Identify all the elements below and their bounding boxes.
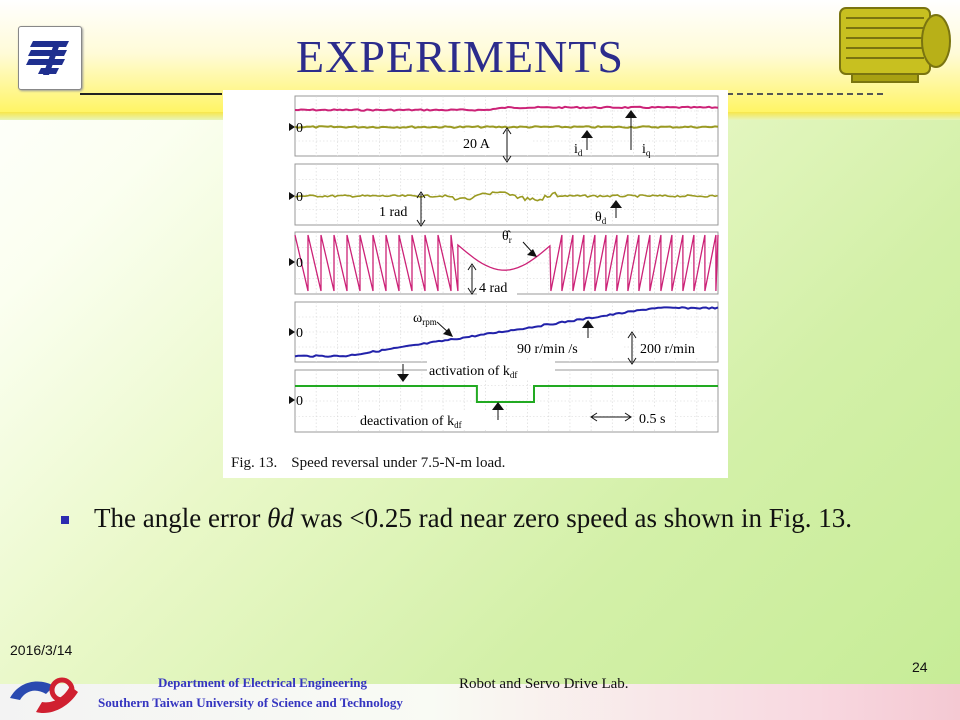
slide-number: 24: [912, 659, 928, 675]
department-name: Department of Electrical Engineering: [158, 675, 368, 690]
zero-marker-kdf: 0: [289, 394, 303, 409]
series-label-iq: iq: [642, 142, 651, 158]
svg-text:0: 0: [296, 256, 303, 271]
zero-marker-currents: 0: [289, 121, 303, 136]
series-label-omega: ωrpm: [413, 311, 437, 327]
scale-label-currents: 20 A: [463, 137, 491, 152]
zero-marker-speed: 0: [289, 326, 303, 341]
scale-label-rotor-angle: 4 rad: [479, 281, 507, 296]
bullet-point: The angle error θd was <0.25 rad near ze…: [94, 503, 853, 533]
lab-name: Robot and Servo Drive Lab.: [459, 676, 629, 692]
trace-theta-d: [294, 191, 718, 202]
trace-kdf: [295, 385, 718, 403]
figure-13: 0 0 0 0 0: [223, 90, 728, 478]
chart-traces: [294, 105, 719, 403]
caption-label: Fig. 13.: [231, 455, 278, 471]
svg-text:0: 0: [296, 394, 303, 409]
series-label-id: id: [574, 142, 583, 158]
zero-marker-angle-error: 0: [289, 190, 303, 205]
footer-band: [0, 684, 960, 720]
svg-text:0: 0: [296, 121, 303, 136]
stust-logo-icon: [26, 41, 69, 75]
scale-label-angle-error: 1 rad: [379, 205, 407, 220]
slope-label-speed: 90 r/min /s: [517, 342, 578, 357]
svg-text:0: 0: [296, 190, 303, 205]
scale-label-speed: 200 r/min: [640, 342, 695, 357]
annotation-activation: activation of kdf: [429, 364, 517, 380]
oscilloscope-chart: 0 0 0 0 0: [289, 95, 719, 433]
trace-iq: [294, 105, 719, 112]
annotation-deactivation: deactivation of kdf: [360, 414, 462, 430]
time-division-label: 0.5 s: [639, 412, 665, 427]
trace-theta-r: [294, 234, 719, 292]
trace-omega-rpm: [294, 306, 719, 358]
title-rule-right: [727, 93, 883, 95]
university-name: Southern Taiwan University of Science an…: [98, 695, 403, 710]
motor-icon: [839, 7, 951, 83]
theta-d-symbol: θd: [267, 503, 294, 533]
series-label-theta-r: θ̂r: [502, 229, 512, 245]
series-label-theta-d: θd: [595, 210, 607, 226]
title-rule-left: [80, 93, 222, 95]
bullet-marker: [61, 516, 69, 524]
chart-labels: 0 0 0 0 0: [289, 110, 713, 430]
slide-title: EXPERIMENTS: [296, 31, 624, 82]
zero-marker-rotor-angle: 0: [289, 256, 303, 271]
figure-caption: Fig. 13. Speed reversal under 7.5-N-m loa…: [231, 455, 505, 472]
caption-text: Speed reversal under 7.5-N-m load.: [291, 455, 506, 471]
svg-text:0: 0: [296, 326, 303, 341]
slide-date: 2016/3/14: [10, 642, 73, 658]
trace-id: [294, 125, 719, 129]
department-logo-icon: [10, 677, 78, 714]
university-logo: [18, 26, 82, 90]
